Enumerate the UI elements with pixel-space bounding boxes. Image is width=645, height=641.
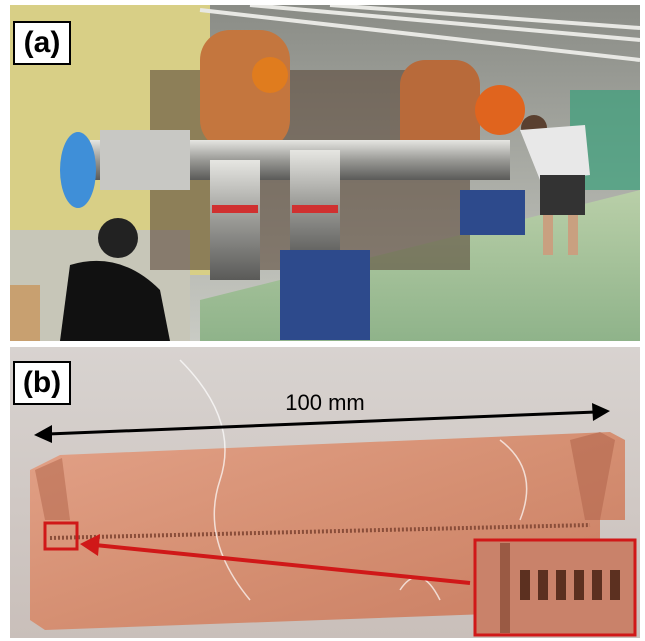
inset: [475, 540, 635, 635]
page: 100 mm (a) (b) (() => { const data = JSO…: [0, 0, 645, 641]
scale-label: 100 mm: [285, 390, 364, 415]
label-text: (b): [23, 366, 61, 399]
label-b: (b): [14, 362, 70, 404]
orange-part: [252, 57, 288, 93]
ring: [292, 205, 338, 213]
chamber: [100, 130, 190, 190]
label-a: (a): [14, 22, 70, 64]
blue-box: [280, 250, 370, 340]
label-text: (a): [24, 26, 61, 59]
pump: [210, 160, 260, 280]
ring: [212, 205, 258, 213]
blue-box: [460, 190, 525, 235]
photo-a: [10, 5, 640, 341]
orange-part: [475, 85, 525, 135]
figure: 100 mm (a) (b): [0, 0, 645, 641]
box: [10, 285, 40, 341]
blue-flange: [60, 132, 96, 208]
